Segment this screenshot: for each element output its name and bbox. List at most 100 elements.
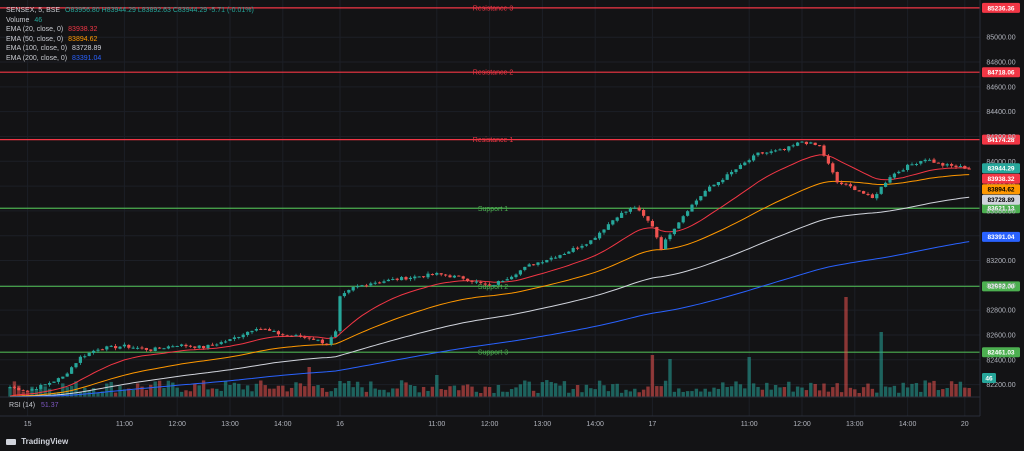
volume-bar xyxy=(395,388,399,397)
volume-bar xyxy=(487,387,492,397)
volume-bar xyxy=(47,388,52,397)
price-tag xyxy=(982,194,1020,205)
volume-bar xyxy=(223,381,228,397)
candle-body xyxy=(188,345,192,347)
ema-50-row[interactable]: EMA (50, close, 0) 83894.62 xyxy=(6,35,254,45)
volume-bar xyxy=(435,375,439,397)
volume-bar xyxy=(760,389,765,397)
candle-body xyxy=(8,387,12,389)
candle-body xyxy=(589,240,593,244)
candle-body xyxy=(312,338,316,340)
volume-bar xyxy=(347,380,351,397)
volume-bar xyxy=(967,388,971,397)
volume-bar xyxy=(536,392,540,397)
ema-200-row[interactable]: EMA (200, close, 0) 83391.04 xyxy=(6,54,254,64)
candle-body xyxy=(950,164,954,166)
ema-100-row[interactable]: EMA (100, close, 0) 83728.89 xyxy=(6,44,254,54)
candle-body xyxy=(646,216,650,221)
time-axis[interactable]: 15 11:00 12:00 13:00 14:00 16 11:00 12:00 13:00 1… xyxy=(24,421,969,428)
candle-body xyxy=(800,141,804,143)
candle-body xyxy=(884,182,888,187)
volume-bar xyxy=(175,387,179,397)
price-axis-label: 82200.00 xyxy=(986,382,1015,389)
volume-bar xyxy=(289,387,294,397)
volume-bar xyxy=(364,391,369,397)
volume-bar xyxy=(650,355,655,397)
volume-row[interactable]: Volume 46 xyxy=(6,16,254,26)
candle-body xyxy=(681,216,685,223)
volume-bar xyxy=(430,386,435,397)
candle-body xyxy=(439,273,443,275)
candle-body xyxy=(281,334,285,336)
price-axis[interactable]: 82200.00 82400.00 82600.00 82800.00 83000.00… xyxy=(986,35,1015,389)
candle-body xyxy=(342,293,346,297)
volume-bar xyxy=(474,391,479,397)
candle-body xyxy=(21,390,25,392)
volume-bar xyxy=(100,391,105,397)
brand-name: TradingView xyxy=(21,437,69,446)
candle-body xyxy=(470,280,474,282)
candle-body xyxy=(100,349,104,351)
volume-bar xyxy=(747,357,751,397)
volume-bar xyxy=(140,386,144,397)
price-tag xyxy=(982,163,1020,174)
volume-bar xyxy=(294,382,298,397)
candle-body xyxy=(422,276,426,278)
candle-body xyxy=(52,381,56,383)
ema-line xyxy=(9,154,970,397)
candle-body xyxy=(444,274,448,276)
volume-bar xyxy=(113,392,118,397)
ema-20-row[interactable]: EMA (20, close, 0) 83938.32 xyxy=(6,25,254,35)
candle-body xyxy=(210,344,214,346)
volume-bar xyxy=(421,386,426,397)
volume-bar xyxy=(479,392,483,397)
volume-bar xyxy=(571,388,575,397)
volume-bar xyxy=(910,383,914,397)
volume-bar xyxy=(738,384,743,397)
tradingview-logo[interactable]: TradingView xyxy=(6,437,68,446)
candle-body xyxy=(540,262,544,264)
volume-bar xyxy=(448,386,452,397)
volume-bar xyxy=(338,381,342,397)
price-axis-label: 84800.00 xyxy=(986,60,1015,67)
rsi-value: 51.37 xyxy=(41,402,59,409)
candle-body xyxy=(804,141,808,145)
volume-bar xyxy=(276,385,281,397)
symbol-row[interactable]: SENSEX, 5, BSE O83956.80 H83944.29 L8389… xyxy=(6,6,254,16)
volume-bar xyxy=(127,388,131,397)
volume-bar xyxy=(65,387,69,397)
candle-body xyxy=(285,335,289,337)
price-axis-label: 84200.00 xyxy=(986,134,1015,141)
level-price-label: 82992.00 xyxy=(987,284,1014,291)
rsi-legend[interactable]: RSI (14) 51.37 xyxy=(9,402,59,409)
candle-body xyxy=(114,346,118,349)
volume-bar xyxy=(725,387,729,397)
time-axis-label: 20 xyxy=(961,421,969,428)
candle-body xyxy=(136,347,140,349)
time-axis-label: 11:00 xyxy=(741,421,758,428)
candle-body xyxy=(716,182,720,186)
volume-bar xyxy=(699,391,703,397)
candle-body xyxy=(474,281,478,283)
candle-body xyxy=(910,164,914,166)
candle-body xyxy=(848,184,852,187)
ema-lines xyxy=(9,154,970,398)
candle-body xyxy=(351,287,355,291)
volume-bar xyxy=(756,386,760,397)
volume-bar xyxy=(61,383,65,397)
volume-bar xyxy=(206,389,210,397)
candle-body xyxy=(554,257,558,259)
volume-bar xyxy=(857,392,861,397)
time-axis-label: 14:00 xyxy=(274,421,292,428)
volume-bar xyxy=(360,387,364,397)
candle-body xyxy=(12,386,16,388)
candle-body xyxy=(708,186,712,192)
candle-body xyxy=(430,274,434,276)
volume-bar xyxy=(281,385,285,397)
support-label: Support 1 xyxy=(478,206,508,213)
volume-bar xyxy=(109,381,113,397)
level-price-label: 85236.36 xyxy=(987,5,1014,12)
volume-bar xyxy=(272,388,276,397)
